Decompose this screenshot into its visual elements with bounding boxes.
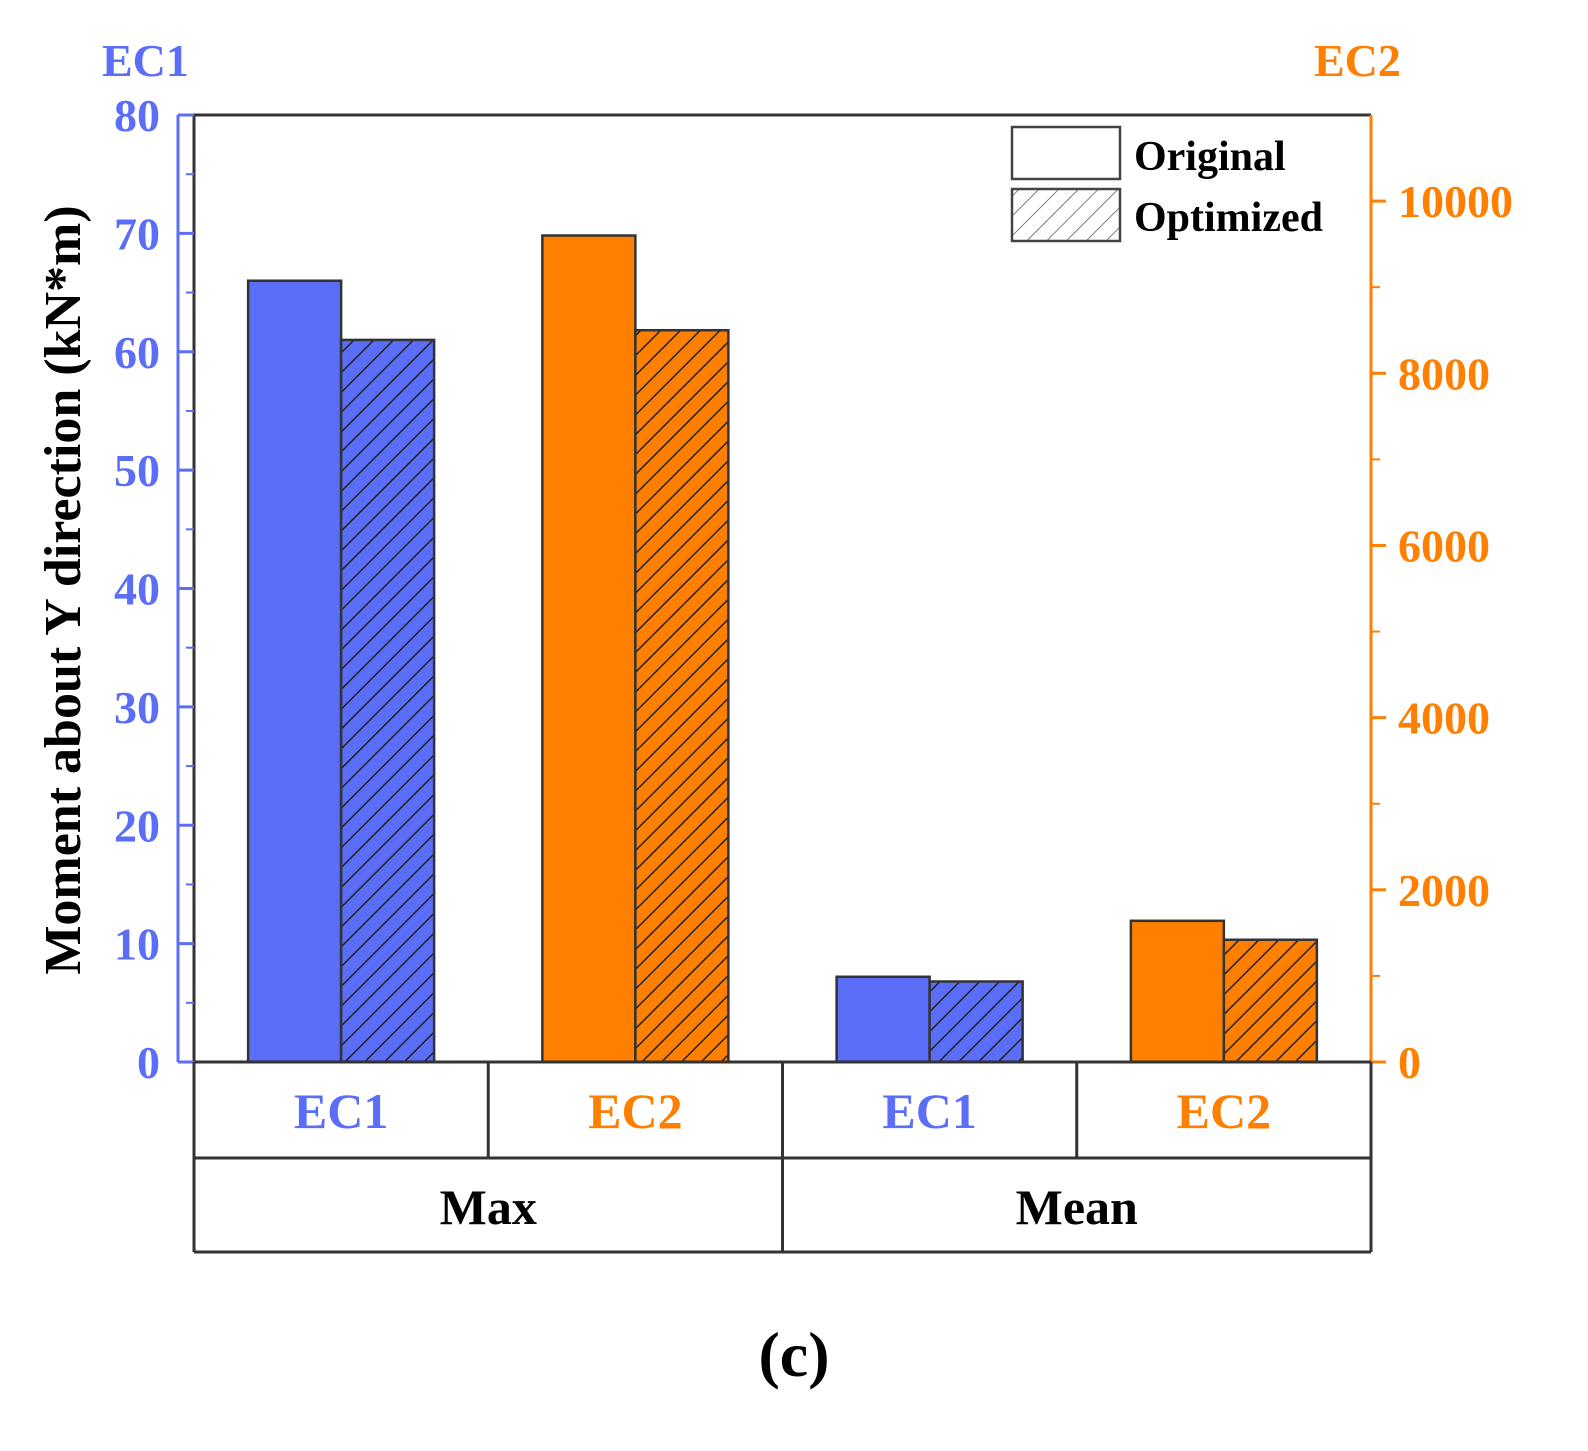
bar-hatch-max-ec1-optimized [339,338,436,1064]
category-label-mean-ec2: EC2 [1177,1083,1271,1139]
legend-label-optimized: Optimized [1134,195,1323,241]
right-tick-label: 6000 [1398,520,1490,571]
group-label-max: Max [440,1179,537,1235]
left-tick-label: 10 [114,919,160,970]
y-axis-title: Moment about Y direction (kN*m) [35,205,92,974]
group-label-mean: Mean [1016,1179,1138,1235]
legend-label-original: Original [1134,134,1286,180]
figure-caption: (c) [758,1319,830,1390]
left-tick-label: 0 [137,1037,160,1088]
bar-max-ec1-original [246,279,343,1064]
left-tick-label: 20 [114,800,160,851]
left-tick-label: 70 [114,208,160,259]
legend-swatch-optimized [1010,187,1122,243]
bar-hatch-mean-ec2-optimized [1222,938,1319,1064]
left-tick-label: 40 [114,564,160,615]
left-tick-label: 50 [114,445,160,496]
left-tick-label: 80 [114,90,160,141]
right-tick-label: 8000 [1398,348,1490,399]
bar-hatch-max-ec2-optimized [634,328,730,1064]
bar-mean-ec2-original [1129,919,1226,1064]
legend-swatch-original [1010,125,1122,181]
category-label-max-ec2: EC2 [588,1083,682,1139]
bar-mean-ec1-original [835,975,931,1064]
left-tick-label: 60 [114,327,160,378]
right-tick-label: 10000 [1398,176,1513,227]
category-label-mean-ec1: EC1 [882,1083,976,1139]
left-axis-series-label: EC1 [102,35,189,86]
bar-hatch-mean-ec1-optimized [928,980,1024,1064]
right-tick-label: 2000 [1398,865,1490,916]
right-tick-label: 4000 [1398,693,1490,744]
right-axis-series-label: EC2 [1314,35,1401,86]
right-tick-label: 0 [1398,1037,1421,1088]
bar-max-ec2-original [541,234,637,1064]
left-tick-label: 30 [114,682,160,733]
category-label-max-ec1: EC1 [294,1083,388,1139]
